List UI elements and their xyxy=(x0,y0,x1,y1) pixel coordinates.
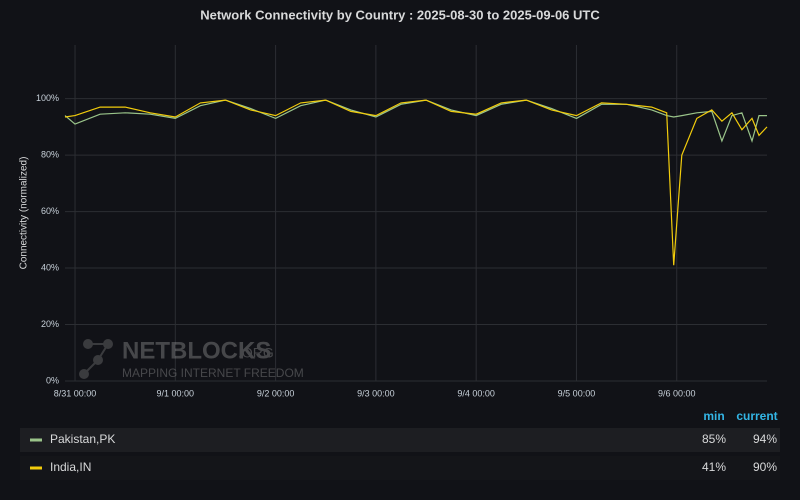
y-tick-label: 60% xyxy=(41,206,59,216)
legend-row xyxy=(20,456,780,480)
legend-min: 85% xyxy=(702,432,726,446)
watermark-brand: NETBLOCKS xyxy=(122,337,271,364)
series-line xyxy=(64,99,768,266)
y-tick-label: 80% xyxy=(41,149,59,159)
legend-label: India,IN xyxy=(50,460,91,474)
y-axis-label: Connectivity (normalized) xyxy=(19,157,30,270)
watermark-tagline: MAPPING INTERNET FREEDOM xyxy=(122,366,304,380)
watermark: NETBLOCKS .ORG MAPPING INTERNET FREEDOM xyxy=(79,337,304,380)
legend-label: Pakistan,PK xyxy=(50,432,115,446)
x-tick-label: 9/5 00:00 xyxy=(558,388,596,398)
legend-min: 41% xyxy=(702,460,726,474)
grid xyxy=(65,45,767,382)
legend-current: 90% xyxy=(753,460,777,474)
x-tick-label: 8/31 00:00 xyxy=(54,388,97,398)
legend-row xyxy=(20,428,780,452)
x-tick-label: 9/3 00:00 xyxy=(357,388,395,398)
legend-current: 94% xyxy=(753,432,777,446)
x-tick-label: 9/2 00:00 xyxy=(257,388,295,398)
x-tick-label: 9/4 00:00 xyxy=(457,388,495,398)
logo-dot xyxy=(83,339,93,349)
chart-title: Network Connectivity by Country : 2025-0… xyxy=(200,7,600,22)
x-tick-label: 9/1 00:00 xyxy=(157,388,195,398)
y-tick-label: 0% xyxy=(46,375,59,385)
legend-header: current xyxy=(736,409,777,423)
logo-dot xyxy=(79,369,89,379)
logo-dot xyxy=(103,339,113,349)
legend-header: min xyxy=(703,409,724,423)
series-line xyxy=(64,99,767,143)
logo-dot xyxy=(93,355,103,365)
legend: min current Pakistan,PK 85% 94% India,IN 41%… xyxy=(20,409,780,480)
x-tick-label: 9/6 00:00 xyxy=(658,388,696,398)
watermark-suffix: .ORG xyxy=(238,345,274,361)
y-tick-label: 40% xyxy=(41,262,59,272)
logo-link xyxy=(83,343,110,375)
y-tick-label: 100% xyxy=(36,93,59,103)
y-tick-label: 20% xyxy=(41,319,59,329)
